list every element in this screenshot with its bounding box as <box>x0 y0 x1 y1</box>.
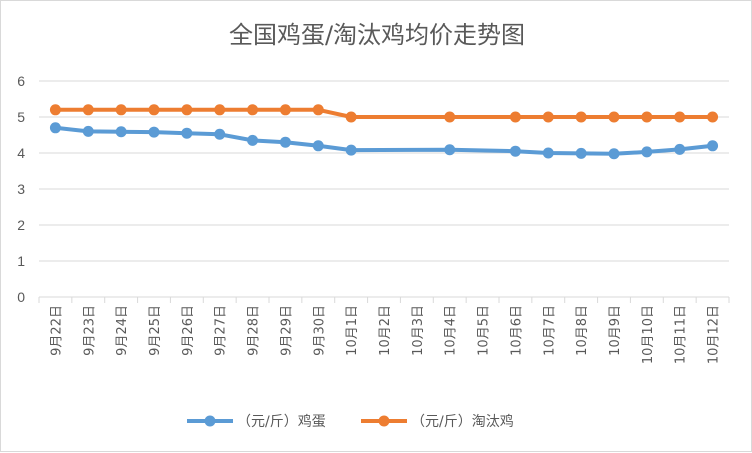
data-point <box>214 128 226 140</box>
x-tick-label: 9月24日 <box>115 305 130 356</box>
x-axis-ticks: 9月22日 9月23日 9月24日 9月25日 9月26日 9月27日 9月28日 9月29日… <box>49 305 721 364</box>
legend: （元/斤）鸡蛋 （元/斤）淘汰鸡 <box>187 413 514 430</box>
data-point <box>641 146 653 158</box>
data-point <box>707 140 719 152</box>
data-point <box>542 147 554 159</box>
data-point <box>444 144 456 156</box>
x-tick-label: 10月2日 <box>378 305 393 356</box>
data-point <box>542 111 554 123</box>
data-point <box>509 111 521 123</box>
y-tick-label: 0 <box>17 289 25 305</box>
data-point <box>641 111 653 123</box>
legend-item: （元/斤）鸡蛋 <box>187 413 326 430</box>
x-tick-label: 9月23日 <box>82 305 97 356</box>
data-point <box>148 104 160 116</box>
data-point <box>115 126 127 138</box>
legend-item: （元/斤）淘汰鸡 <box>361 413 514 430</box>
x-tick-label: 10月11日 <box>674 305 689 364</box>
gridlines <box>38 80 730 303</box>
data-point <box>279 104 291 116</box>
data-point <box>575 147 587 159</box>
data-point <box>674 143 686 155</box>
data-point <box>444 111 456 123</box>
x-tick-label: 9月22日 <box>49 305 64 356</box>
data-point <box>181 104 193 116</box>
data-point <box>345 144 357 156</box>
x-tick-label: 10月9日 <box>608 305 623 356</box>
data-point <box>148 126 160 138</box>
data-point <box>49 104 61 116</box>
legend-swatch-marker <box>204 415 216 427</box>
data-point <box>608 148 620 160</box>
x-tick-label: 10月5日 <box>477 305 492 356</box>
data-point <box>312 140 324 152</box>
y-tick-label: 5 <box>17 109 25 125</box>
data-point <box>214 104 226 116</box>
data-point <box>707 111 719 123</box>
x-tick-label: 10月12日 <box>707 305 722 364</box>
data-point <box>82 104 94 116</box>
data-point <box>115 104 127 116</box>
data-point <box>49 122 61 134</box>
y-tick-label: 2 <box>17 217 25 233</box>
x-tick-label: 10月1日 <box>345 305 360 356</box>
data-point <box>279 136 291 148</box>
x-tick-label: 9月28日 <box>247 305 262 356</box>
legend-label: （元/斤）鸡蛋 <box>237 413 326 430</box>
x-tick-label: 10月7日 <box>542 305 557 356</box>
y-tick-label: 3 <box>17 181 25 197</box>
x-tick-label: 10月4日 <box>444 305 459 356</box>
data-point <box>575 111 587 123</box>
data-point <box>608 111 620 123</box>
x-tick-label: 9月26日 <box>181 305 196 356</box>
y-tick-label: 6 <box>17 73 25 89</box>
series-group <box>49 104 719 160</box>
data-point <box>247 134 259 146</box>
x-tick-label: 10月3日 <box>411 305 426 356</box>
y-tick-label: 4 <box>17 145 25 161</box>
x-tick-label: 9月27日 <box>214 305 229 356</box>
data-point <box>674 111 686 123</box>
x-tick-label: 9月29日 <box>279 305 294 356</box>
data-point <box>345 111 357 123</box>
data-point <box>312 104 324 116</box>
legend-swatch-marker <box>378 415 390 427</box>
data-point <box>181 127 193 139</box>
y-tick-label: 1 <box>17 253 25 269</box>
series-1 <box>49 122 719 160</box>
data-point <box>247 104 259 116</box>
x-tick-label: 9月30日 <box>312 305 327 356</box>
x-tick-label: 10月6日 <box>509 305 524 356</box>
chart-title: 全国鸡蛋/淘汰鸡均价走势图 <box>229 21 525 49</box>
x-tick-label: 10月8日 <box>575 305 590 356</box>
series-2 <box>49 104 719 123</box>
y-axis-ticks: 0 1 2 3 4 5 6 <box>17 73 25 305</box>
x-tick-label: 9月25日 <box>148 305 163 356</box>
data-point <box>82 125 94 137</box>
legend-label: （元/斤）淘汰鸡 <box>411 413 514 430</box>
x-tick-label: 10月10日 <box>641 305 656 364</box>
data-point <box>509 145 521 157</box>
